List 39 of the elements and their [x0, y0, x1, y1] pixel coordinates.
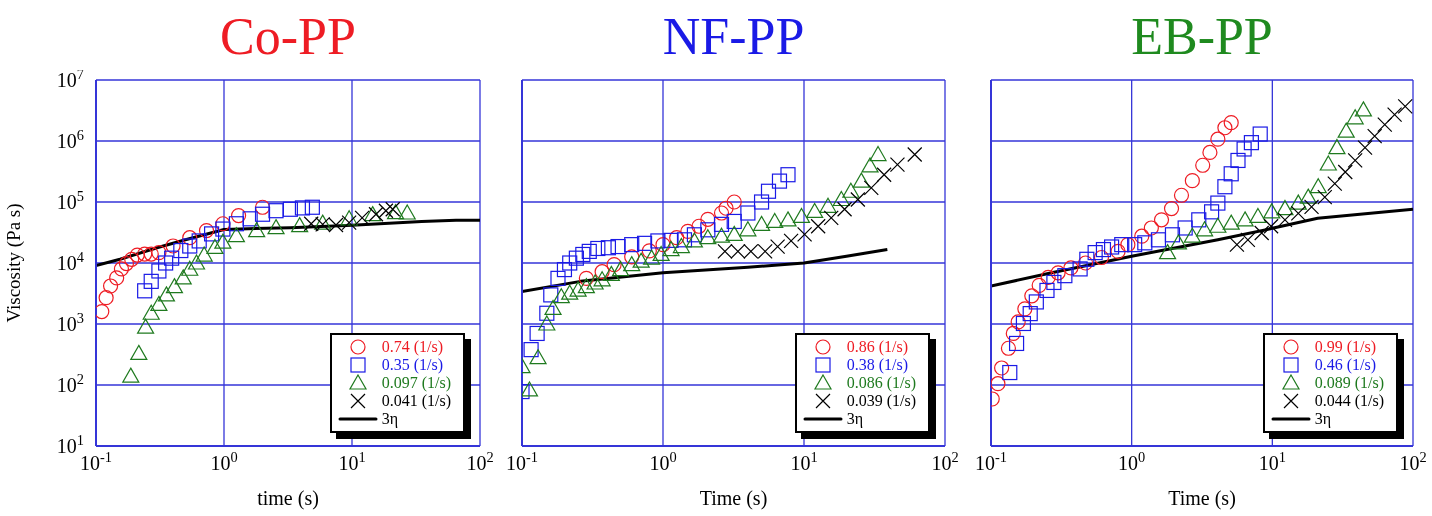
- x-tick-label: 10$^{0}$: [1118, 449, 1146, 474]
- chart-title: NF-PP: [661, 7, 806, 67]
- x-tick-label: 10$^{1}$: [790, 449, 818, 474]
- y-tick-label: 10$^{2}$: [56, 371, 84, 396]
- x-tick-label: 10$^{2}$: [1399, 449, 1427, 474]
- legend-label: 0.99 (1/s): [1314, 338, 1376, 356]
- x-tick-label: 10$^{0}$: [649, 449, 677, 474]
- legend-label: 0.086 (1/s): [846, 374, 916, 392]
- legend-label: 0.46 (1/s): [1314, 356, 1376, 374]
- legend-label: 0.38 (1/s): [846, 356, 908, 374]
- chart-title: EB-PP: [1130, 7, 1274, 67]
- y-tick-label: 10$^{3}$: [56, 310, 84, 335]
- x-axis-title: Time (s): [698, 486, 769, 512]
- legend-label: 3η: [381, 410, 399, 428]
- x-tick-label: 10$^{0}$: [210, 449, 238, 474]
- y-tick-label: 10$^{5}$: [56, 188, 84, 213]
- y-axis-title: Viscosity (Pa s): [2, 202, 25, 325]
- chart-title: Co-PP: [219, 7, 357, 67]
- legend-label: 0.041 (1/s): [381, 392, 451, 410]
- x-tick-label: 10$^{-1}$: [975, 449, 1007, 474]
- legend-label: 3η: [846, 410, 864, 428]
- x-tick-label: 10$^{2}$: [931, 449, 959, 474]
- x-tick-label: 10$^{-1}$: [506, 449, 538, 474]
- legend-label: 0.039 (1/s): [846, 392, 916, 410]
- legend-label: 0.35 (1/s): [381, 356, 443, 374]
- x-axis-title: time (s): [256, 486, 320, 512]
- y-tick-label: 10$^{6}$: [56, 127, 84, 152]
- legend-label: 0.097 (1/s): [381, 374, 451, 392]
- legend-label: 0.74 (1/s): [381, 338, 443, 356]
- x-tick-label: 10$^{2}$: [466, 449, 494, 474]
- y-tick-label: 10$^{7}$: [56, 66, 84, 91]
- legend-label: 0.089 (1/s): [1314, 374, 1384, 392]
- x-axis-title: Time (s): [1167, 486, 1237, 512]
- legend-label: 0.86 (1/s): [846, 338, 908, 356]
- x-tick-label: 10$^{1}$: [1258, 449, 1286, 474]
- x-tick-label: 10$^{1}$: [338, 449, 366, 474]
- legend-label: 3η: [1314, 410, 1332, 428]
- y-tick-label: 10$^{4}$: [56, 249, 84, 274]
- legend-label: 0.044 (1/s): [1314, 392, 1384, 410]
